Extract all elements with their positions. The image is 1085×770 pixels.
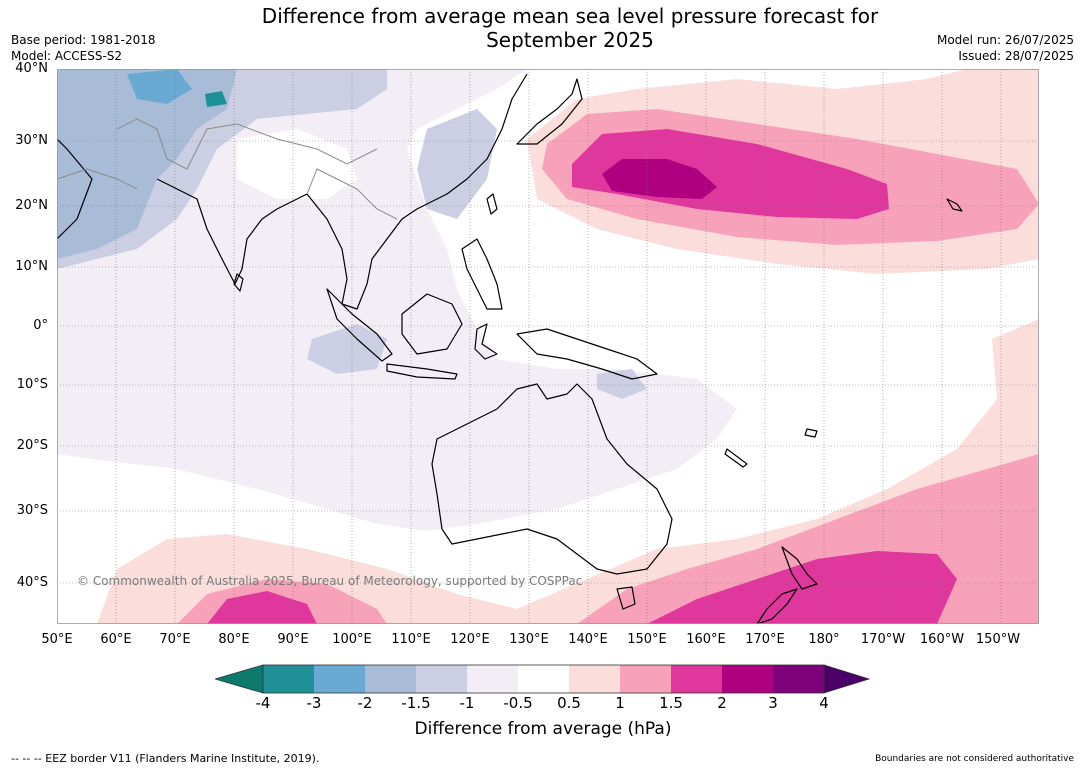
colorbar-tick: -1 [459, 694, 475, 712]
lon-label: 80°E [218, 632, 250, 647]
colorbar-label: Difference from average (hPa) [414, 719, 672, 739]
base-period: Base period: 1981-2018 [11, 33, 156, 47]
coast-australia [431, 383, 673, 575]
colorbar-tick: 1 [615, 694, 625, 712]
anomaly-neg1-china [417, 109, 497, 219]
lat-label: 10°N [15, 259, 48, 274]
colorbar-tick: 0.5 [557, 694, 581, 712]
lon-label: 70°E [159, 632, 191, 647]
copyright-notice: © Commonwealth of Australia 2025, Bureau… [77, 574, 583, 588]
colorbar-swatch [518, 665, 569, 693]
title-line-2: September 2025 [486, 28, 654, 52]
lon-label: 90°E [277, 632, 309, 647]
colorbar-swatch [671, 665, 722, 693]
graticule [57, 69, 1039, 624]
coast-tasmania [616, 586, 636, 610]
lon-label: 160°W [919, 632, 965, 647]
anomaly-pos2-npac [602, 159, 717, 199]
map-frame [57, 69, 1039, 624]
coast-new-zealand [756, 546, 818, 624]
anomaly-neg1-indian-ocean [307, 324, 387, 374]
coast-borneo [401, 293, 463, 355]
colorbar-tick: -1.5 [401, 694, 431, 712]
anomaly-neg2 [127, 69, 192, 104]
colorbar-tick: 1.5 [659, 694, 683, 712]
coast-india [156, 178, 308, 285]
colorbar-swatch [722, 665, 773, 693]
lon-label: 60°E [100, 632, 132, 647]
colorbar-tick: 3 [768, 694, 778, 712]
lat-label: 30°S [16, 503, 48, 518]
lon-label: 100°E [332, 632, 372, 647]
lat-label: 40°N [15, 61, 48, 76]
colorbar-swatch [620, 665, 671, 693]
lon-label: 150°W [975, 632, 1021, 647]
lon-label: 170°W [860, 632, 906, 647]
colorbar-swatch [416, 665, 467, 693]
lon-label: 130°E [509, 632, 549, 647]
lon-label: 170°E [745, 632, 785, 647]
coast-philippines [461, 238, 503, 310]
colorbar-swatch [467, 665, 518, 693]
anomaly-neg1-png [597, 369, 647, 399]
eez-border-note: -- -- -- EEZ border V11 (Flanders Marine… [11, 752, 320, 765]
lat-label: 10°S [16, 377, 48, 392]
coast-new-guinea [516, 328, 658, 380]
metadata-right: Model run: 26/07/2025 Issued: 28/07/2025 [937, 32, 1074, 64]
colorbar [215, 664, 871, 694]
model-name: Model: ACCESS-S2 [11, 49, 123, 63]
colorbar-tick: -2 [357, 694, 373, 712]
anomaly-neg3 [205, 91, 227, 107]
coast-sulawesi [474, 323, 498, 360]
colorbar-swatch [365, 665, 416, 693]
lon-label: 180° [808, 632, 840, 647]
colorbar-tick: 2 [717, 694, 727, 712]
page-title: Difference from average mean sea level p… [200, 4, 940, 52]
colorbar-tick: -0.5 [503, 694, 533, 712]
anomaly-pos15-npac [572, 129, 889, 219]
colorbar-arrow-right [823, 664, 871, 694]
model-run: Model run: 26/07/2025 [936, 33, 1074, 47]
coast-japan [516, 78, 583, 145]
coast-taiwan [486, 193, 498, 215]
lon-label: 150°E [627, 632, 667, 647]
coast-sumatra [326, 288, 393, 362]
coast-fiji [804, 428, 818, 438]
lat-label: 30°N [15, 133, 48, 148]
lon-label: 50°E [41, 632, 73, 647]
lat-label: 0° [33, 318, 48, 333]
title-line-1: Difference from average mean sea level p… [261, 4, 879, 28]
pressure-anomaly-map [57, 69, 1039, 624]
colorbar-swatch [773, 665, 824, 693]
lat-label: 40°S [16, 575, 48, 590]
colorbar-swatch [314, 665, 365, 693]
coast-java [386, 363, 458, 380]
coast-sri-lanka [233, 273, 244, 292]
colorbar-tick: -3 [306, 694, 322, 712]
neutral-region-tibet [237, 129, 357, 199]
lat-label: 20°N [15, 198, 48, 213]
lon-label: 110°E [391, 632, 431, 647]
issued-date: Issued: 28/07/2025 [958, 49, 1074, 63]
metadata-left: Base period: 1981-2018 Model: ACCESS-S2 [11, 32, 156, 64]
coast-se-asia [306, 73, 528, 310]
anomaly-neg15 [57, 69, 237, 259]
colorbar-tick: 4 [819, 694, 829, 712]
country-borders [57, 118, 398, 220]
coast-new-caledonia [724, 448, 748, 468]
colorbar-tick: -4 [255, 694, 271, 712]
coast-hawaii [946, 198, 963, 212]
colorbar-swatch [569, 665, 620, 693]
colorbar-frame [262, 664, 825, 694]
colorbar-arrow-left [215, 664, 264, 694]
lon-label: 120°E [450, 632, 490, 647]
coast-arabia [57, 138, 93, 240]
lat-label: 20°S [16, 438, 48, 453]
coastlines [57, 73, 963, 624]
lon-label: 140°E [568, 632, 608, 647]
lon-label: 160°E [686, 632, 726, 647]
colorbar-swatch [263, 665, 314, 693]
boundaries-disclaimer: Boundaries are not considered authoritat… [875, 754, 1074, 764]
